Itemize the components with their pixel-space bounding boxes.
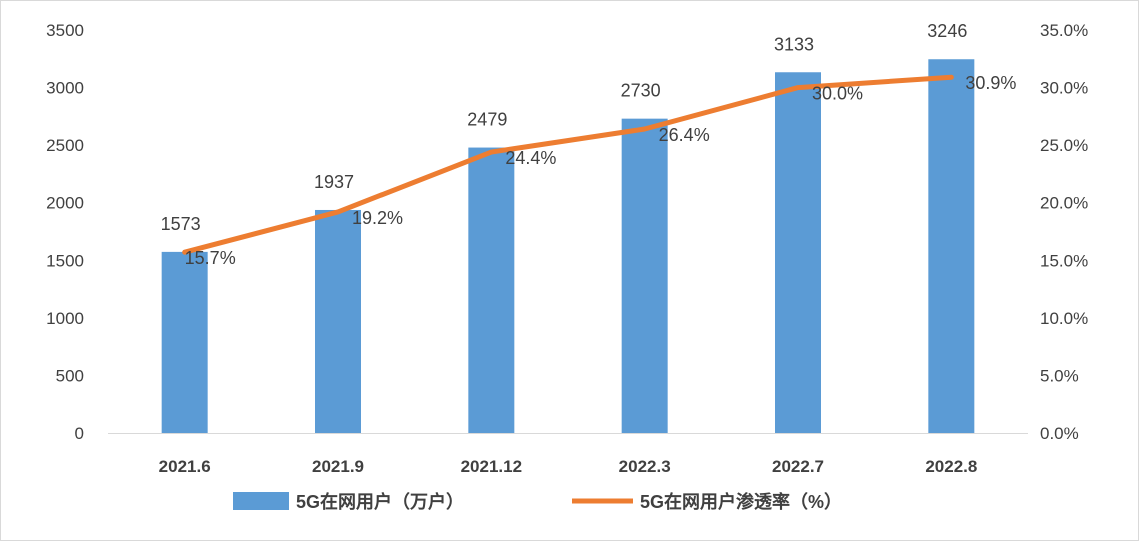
y-left-tick-label: 2500 [46, 136, 84, 155]
bar-data-label: 1937 [314, 172, 354, 192]
y-right-tick-label: 15.0% [1040, 251, 1088, 270]
y-left-tick-label: 2000 [46, 194, 84, 213]
line-data-label: 30.0% [812, 84, 863, 104]
x-tick-label: 2022.7 [772, 457, 824, 476]
legend-label-bar: 5G在网用户（万户） [296, 491, 464, 512]
line-data-label: 24.4% [505, 148, 556, 168]
x-tick-label: 2021.6 [159, 457, 211, 476]
x-tick-label: 2022.8 [925, 457, 977, 476]
bar-2021.12 [468, 147, 515, 433]
line-data-label: 30.9% [965, 73, 1016, 93]
bar-2022.8 [928, 59, 975, 434]
bar-data-label: 1573 [161, 214, 201, 234]
legend-swatch-bar [233, 492, 289, 510]
y-right-tick-label: 5.0% [1040, 366, 1079, 385]
penetration-line [182, 74, 954, 255]
y-right-tick-label: 35.0% [1040, 21, 1088, 40]
bar-data-label: 2479 [467, 110, 507, 130]
y-left-tick-label: 1000 [46, 309, 84, 328]
y-left-tick-label: 500 [56, 366, 84, 385]
bar-2022.7 [775, 72, 821, 433]
line-data-label: 26.4% [659, 125, 710, 145]
y-left-tick-label: 3500 [46, 21, 84, 40]
legend-label-line: 5G在网用户渗透率（%） [640, 491, 842, 512]
y-left-tick-label: 1500 [46, 251, 84, 270]
bar-2021.9 [315, 209, 361, 433]
line-data-label: 19.2% [352, 208, 403, 228]
y-right-tick-label: 25.0% [1040, 136, 1088, 155]
bar-data-label: 3246 [927, 21, 967, 41]
y-right-tick-label: 30.0% [1040, 79, 1088, 98]
y-left-tick-label: 0 [75, 424, 84, 443]
line-data-label: 15.7% [185, 248, 236, 268]
bar-data-label: 2730 [621, 81, 661, 101]
y-right-tick-label: 20.0% [1040, 194, 1088, 213]
bar-data-label: 3133 [774, 34, 814, 54]
y-right-tick-label: 10.0% [1040, 309, 1088, 328]
bar-2022.3 [621, 118, 668, 433]
y-left-tick-label: 3000 [46, 79, 84, 98]
x-tick-label: 2022.3 [619, 457, 671, 476]
x-tick-label: 2021.12 [461, 457, 522, 476]
y-right-tick-label: 0.0% [1040, 424, 1079, 443]
x-tick-label: 2021.9 [312, 457, 364, 476]
bar-2021.6 [161, 251, 208, 433]
